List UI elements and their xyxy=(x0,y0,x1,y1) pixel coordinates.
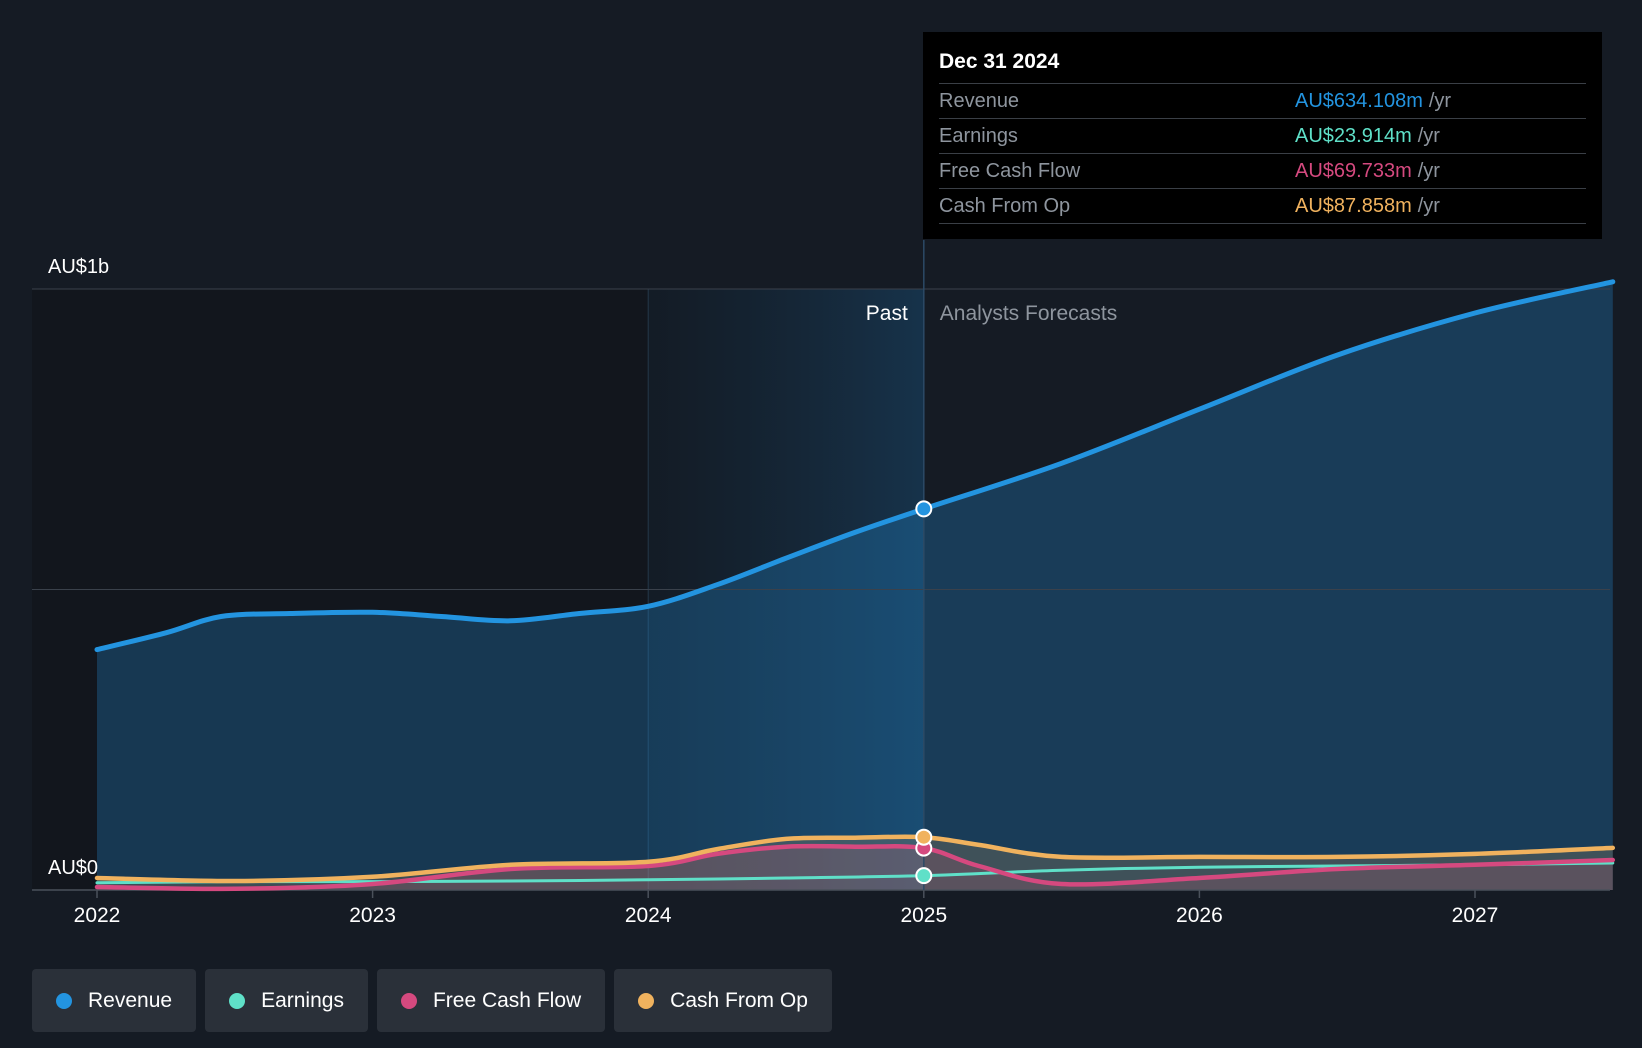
earnings-marker xyxy=(915,867,933,885)
legend-dot-icon xyxy=(229,992,246,1009)
tooltip-label: Cash From Op xyxy=(939,195,1071,217)
legend-dot-icon xyxy=(56,992,72,1009)
tooltip-label: Free Cash Flow xyxy=(939,160,1081,182)
free-cash-flow-area xyxy=(97,846,1613,890)
legend-item-cash-from-op[interactable]: Cash From Op xyxy=(614,969,832,1032)
legend-dot-icon xyxy=(400,992,417,1009)
tooltip-label: Earnings xyxy=(939,125,1018,147)
cash-from-op-line xyxy=(94,834,1616,884)
legend-dot-icon xyxy=(638,992,655,1009)
x-tick-label: 2027 xyxy=(1452,904,1499,927)
x-tick-label: 2024 xyxy=(625,904,672,927)
legend-label: Revenue xyxy=(88,988,173,1012)
legend: Revenue Earnings Free Cash Flow Cash Fro… xyxy=(32,969,832,1032)
free-cash-flow-line xyxy=(94,843,1616,892)
y-label-bottom: AU$0 xyxy=(48,857,98,879)
legend-item-earnings[interactable]: Earnings xyxy=(205,969,368,1032)
legend-item-revenue[interactable]: Revenue xyxy=(32,969,197,1032)
revenue-line xyxy=(94,279,1616,653)
tooltip-unit: /yr xyxy=(1417,195,1440,217)
tooltip-unit: /yr xyxy=(1428,90,1452,112)
tooltip-value: AU$634.108m xyxy=(1295,90,1423,112)
past-label: Past xyxy=(866,302,908,325)
x-tick-label: 2026 xyxy=(1176,904,1223,927)
tooltip: Dec 31 2024 Revenue AU$634.108m /yr Earn… xyxy=(923,32,1602,239)
tooltip-row-earnings: Earnings AU$23.914m /yr xyxy=(939,119,1586,154)
legend-label: Earnings xyxy=(261,988,344,1012)
tooltip-unit: /yr xyxy=(1417,160,1440,182)
tooltip-label: Revenue xyxy=(939,90,1020,112)
tooltip-unit: /yr xyxy=(1417,125,1440,147)
y-label-top: AU$1b xyxy=(48,256,109,278)
tooltip-value: AU$23.914m xyxy=(1295,125,1412,147)
cash-from-op-marker xyxy=(915,828,933,846)
earnings-line xyxy=(95,861,1615,885)
forecast-label: Analysts Forecasts xyxy=(940,302,1117,325)
revenue-marker xyxy=(915,500,933,518)
legend-label: Free Cash Flow xyxy=(432,988,582,1012)
x-tick-label: 2022 xyxy=(74,904,121,927)
tooltip-value: AU$87.858m xyxy=(1295,195,1412,217)
tooltip-value: AU$69.733m xyxy=(1295,160,1412,182)
revenue-area xyxy=(97,281,1613,890)
legend-item-free-cash-flow[interactable]: Free Cash Flow xyxy=(376,969,606,1032)
tooltip-row-free-cash-flow: Free Cash Flow AU$69.733m /yr xyxy=(939,154,1586,189)
tooltip-row-revenue: Revenue AU$634.108m /yr xyxy=(939,84,1586,119)
legend-label: Cash From Op xyxy=(670,988,808,1012)
x-tick-label: 2023 xyxy=(349,904,396,927)
tooltip-row-cash-from-op: Cash From Op AU$87.858m /yr xyxy=(939,189,1586,224)
x-tick-label: 2025 xyxy=(900,904,947,927)
tooltip-date: Dec 31 2024 xyxy=(939,47,1586,84)
